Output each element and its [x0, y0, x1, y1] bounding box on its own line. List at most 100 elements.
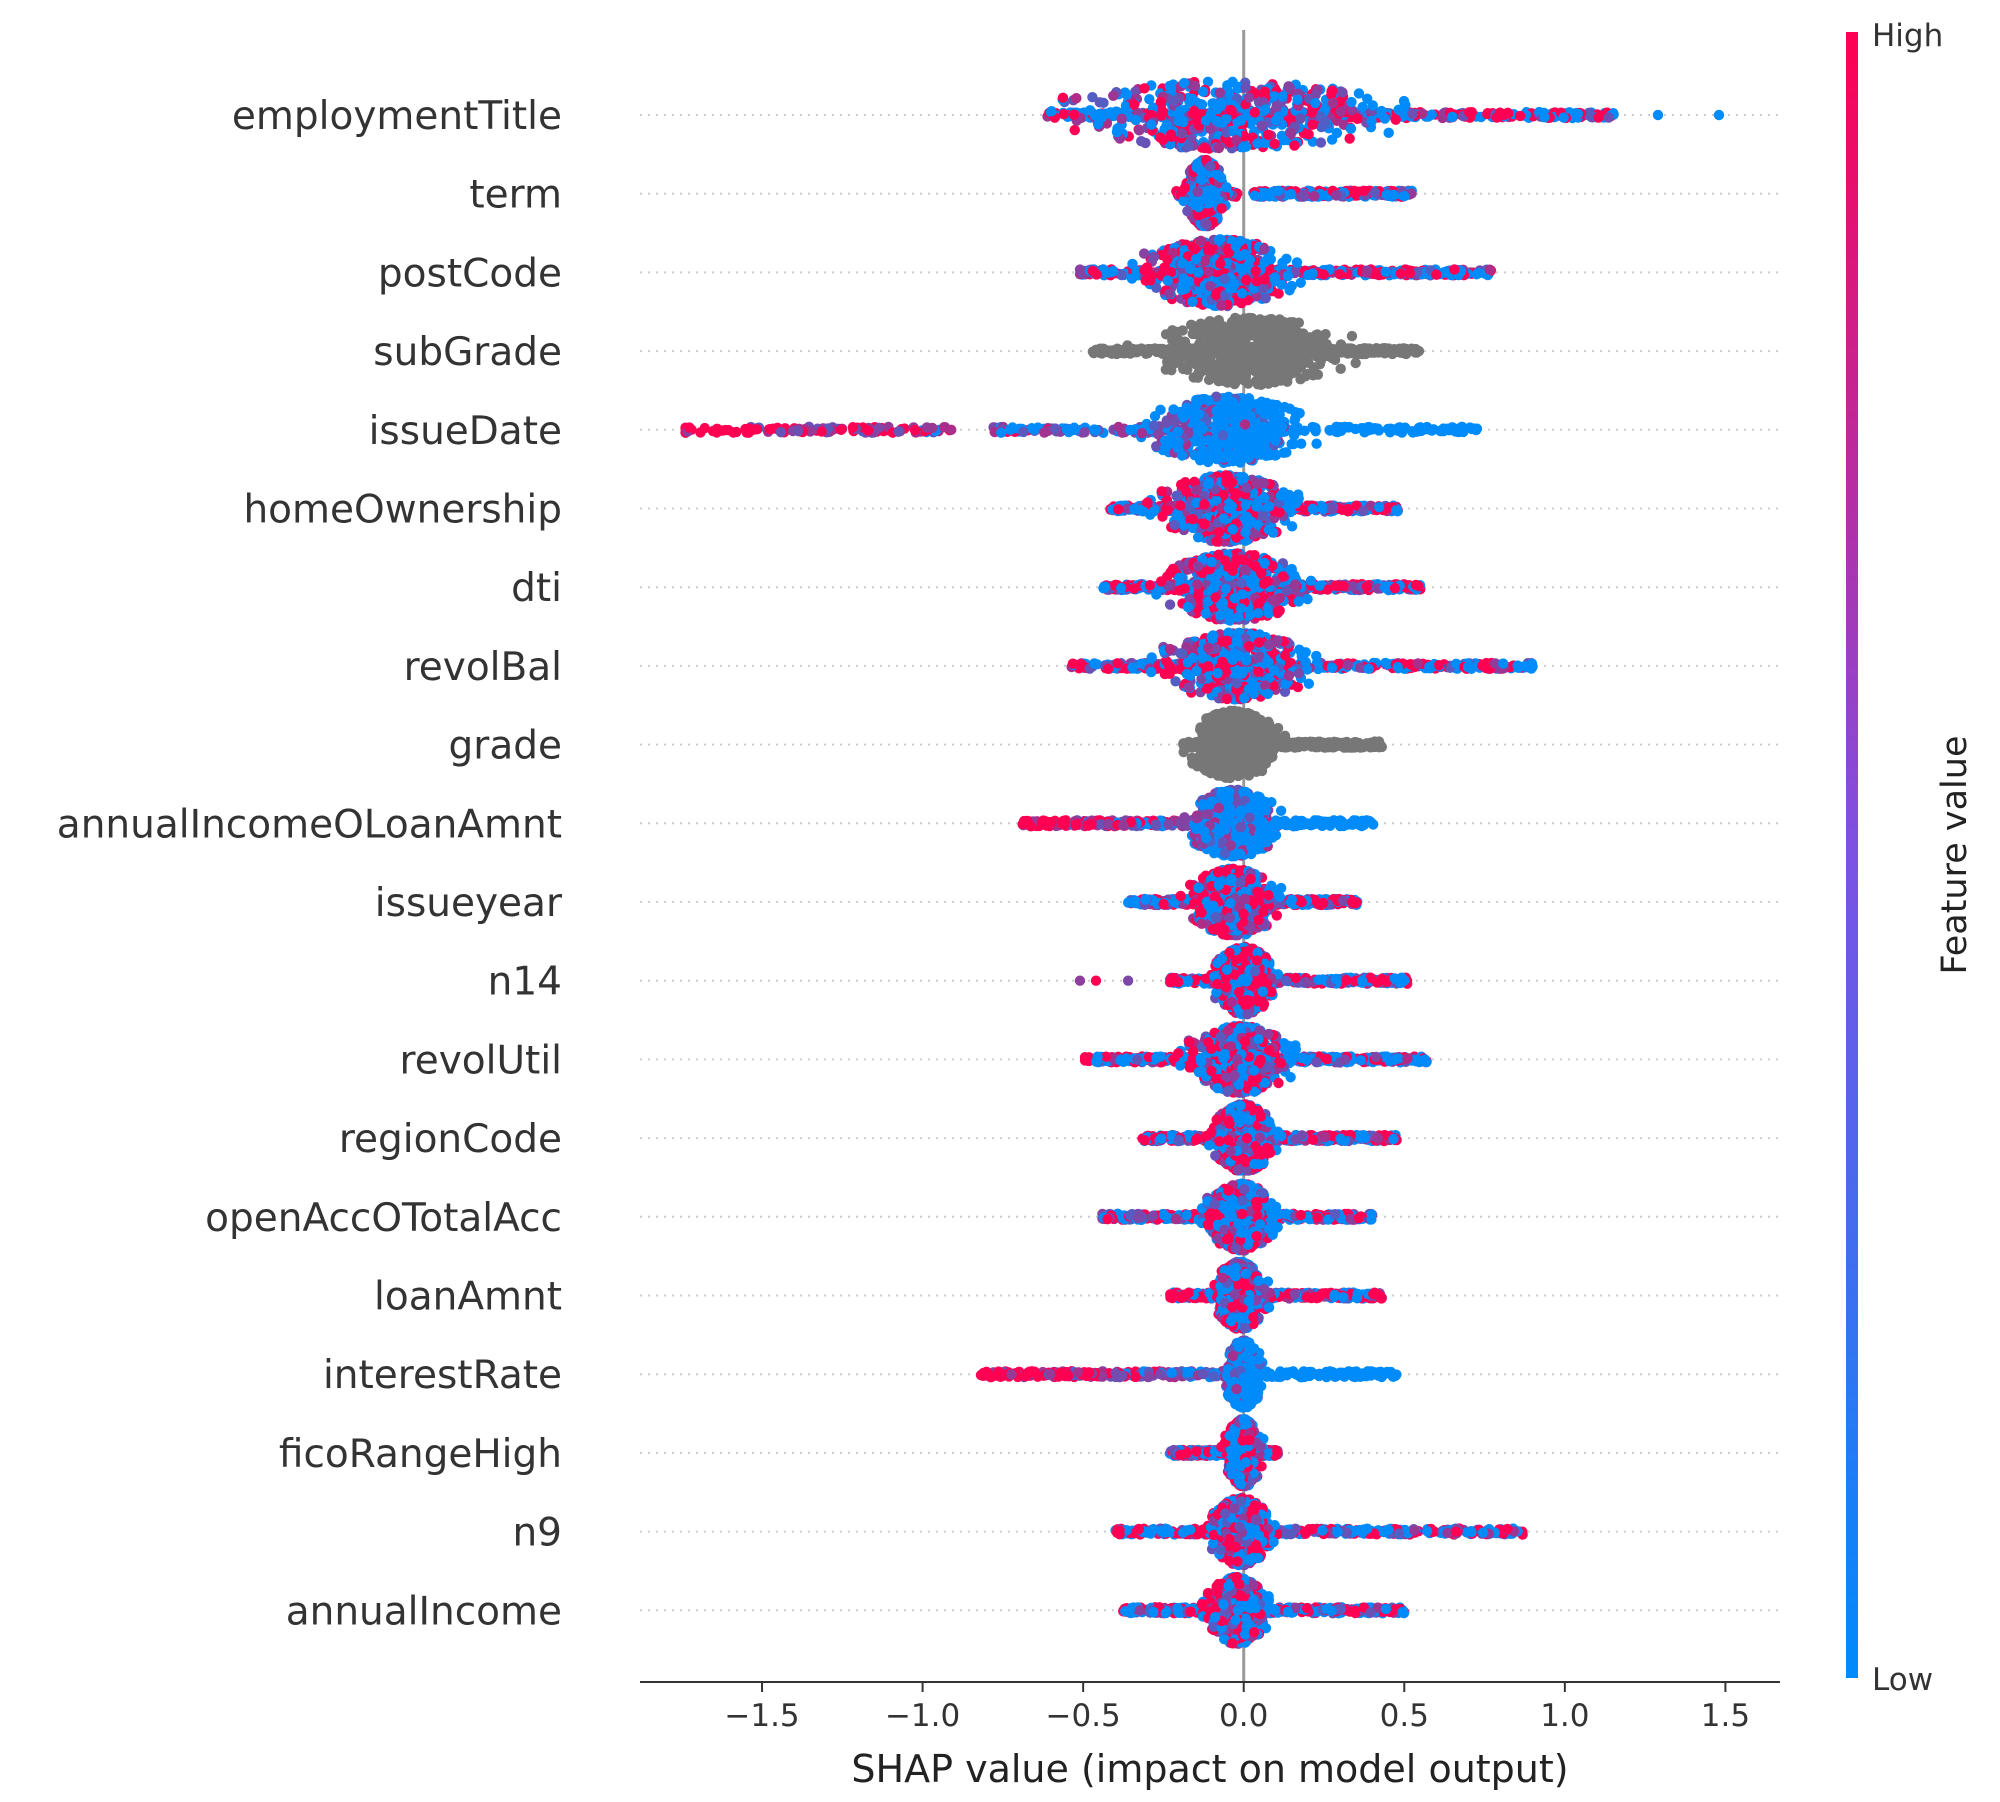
data-point [1238, 403, 1248, 413]
data-point [874, 423, 884, 433]
data-point [1245, 254, 1255, 264]
data-point [1188, 321, 1198, 331]
data-point [1350, 358, 1360, 368]
data-point [1231, 135, 1241, 145]
data-point [1370, 187, 1380, 197]
data-point [1281, 338, 1291, 348]
data-point [1179, 78, 1189, 88]
data-point [1259, 328, 1269, 338]
data-point [742, 427, 752, 437]
data-point [1307, 268, 1317, 278]
data-point [1050, 423, 1060, 433]
data-point [1058, 109, 1068, 119]
data-point [1380, 267, 1390, 277]
data-point [1190, 355, 1200, 365]
data-point [1181, 347, 1191, 357]
data-point [1376, 106, 1386, 116]
data-point [1144, 94, 1154, 104]
data-point [1193, 367, 1203, 377]
data-point [1221, 114, 1231, 124]
data-point [1140, 275, 1150, 285]
data-point [1277, 279, 1287, 289]
data-point [1096, 112, 1106, 122]
data-point [1200, 256, 1210, 266]
data-point [922, 422, 932, 432]
data-point [1416, 426, 1426, 436]
data-point [1355, 348, 1365, 358]
data-point [1166, 344, 1176, 354]
data-point [1197, 424, 1207, 434]
data-point [1029, 424, 1039, 434]
data-point [1279, 135, 1289, 145]
data-point [1172, 327, 1182, 337]
data-point [1323, 351, 1333, 361]
data-point [1503, 108, 1513, 118]
data-point [1193, 267, 1203, 277]
data-point [1194, 409, 1204, 419]
data-point [1237, 288, 1247, 298]
data-point [1277, 91, 1287, 101]
data-point [1190, 81, 1200, 91]
data-point [1162, 275, 1172, 285]
data-point [1438, 426, 1448, 436]
data-point [1327, 504, 1337, 514]
data-point [1251, 266, 1261, 276]
data-point [723, 425, 733, 435]
data-point [1225, 284, 1235, 294]
data-point [1251, 355, 1261, 365]
data-point [1221, 182, 1231, 192]
data-point [1177, 128, 1187, 138]
data-point [1160, 436, 1170, 446]
data-point [1410, 344, 1420, 354]
data-point [1289, 415, 1299, 425]
data-point [1285, 324, 1295, 334]
data-point [1271, 115, 1281, 125]
data-point [1201, 115, 1211, 125]
data-point [1200, 143, 1210, 153]
data-point [1273, 423, 1283, 433]
data-point [1358, 506, 1368, 516]
data-point [708, 426, 718, 436]
data-point [1241, 82, 1251, 92]
data-point [1259, 244, 1269, 254]
data-point [1307, 107, 1317, 117]
feature-row-points [1042, 77, 1724, 154]
data-point [1156, 110, 1166, 120]
data-point [1091, 425, 1101, 435]
feature-row-points [1075, 234, 1496, 311]
data-point [1328, 98, 1338, 108]
data-point [1149, 252, 1159, 262]
data-point [1137, 428, 1147, 438]
data-point [939, 422, 949, 432]
data-point [1216, 172, 1226, 182]
data-point [1449, 264, 1459, 274]
data-point [1149, 420, 1159, 430]
data-point [1307, 119, 1317, 129]
data-point [1374, 502, 1384, 512]
data-point [1228, 456, 1238, 466]
data-point [1098, 98, 1108, 108]
data-point [1184, 141, 1194, 151]
data-point [1214, 421, 1224, 431]
data-point [1165, 81, 1175, 91]
data-point [1129, 99, 1139, 109]
data-point [1127, 273, 1137, 283]
data-point [1235, 368, 1245, 378]
data-point [1539, 112, 1549, 122]
data-point [1356, 423, 1366, 433]
data-point [1273, 186, 1283, 196]
data-point [1336, 426, 1346, 436]
data-point [1122, 89, 1132, 99]
data-point [1235, 431, 1245, 441]
data-point [1346, 124, 1356, 134]
data-point [1108, 91, 1118, 101]
data-point [1385, 427, 1395, 437]
data-point [1391, 505, 1401, 515]
data-point [1262, 350, 1272, 360]
data-point [1226, 105, 1236, 115]
data-point [1219, 274, 1229, 284]
data-point [1227, 359, 1237, 369]
data-point [1127, 259, 1137, 269]
data-point [1362, 94, 1372, 104]
